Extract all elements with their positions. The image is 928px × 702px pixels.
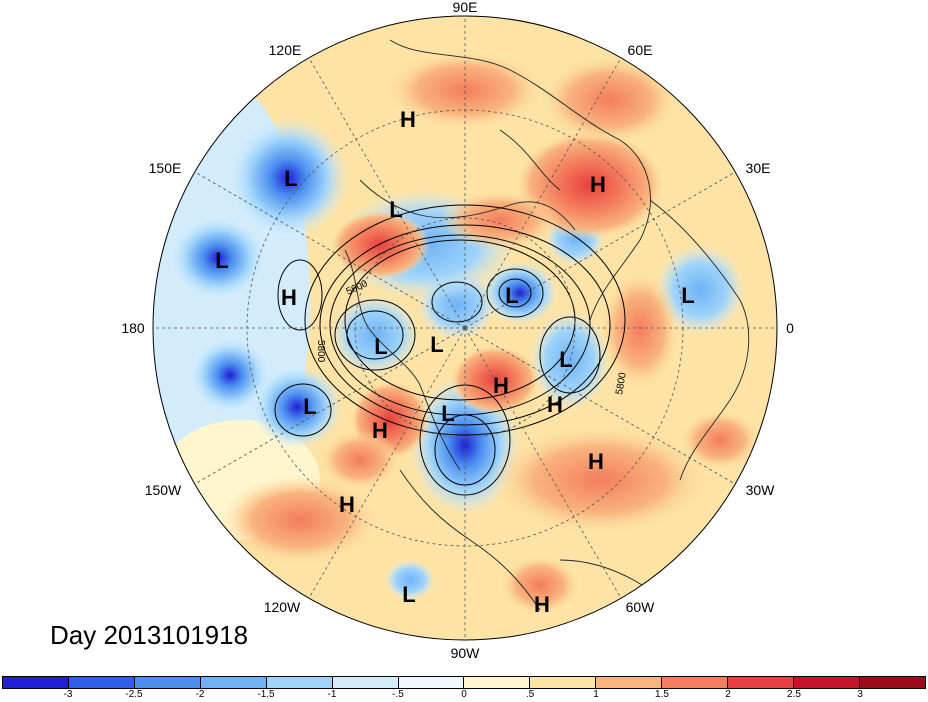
pressure-center-marker: H: [339, 492, 355, 517]
lon-label-60e: 60E: [628, 42, 653, 58]
contour-label: 5800: [614, 371, 629, 395]
colorbar-tick-label: -3: [63, 689, 73, 700]
polar-stereographic-map: 90E 60E 30E 0 30W 60W 90W 120W 150W 180 …: [121, 0, 794, 661]
meridian-line: [308, 57, 466, 329]
lon-label-120w: 120W: [264, 599, 301, 615]
pressure-center-marker: H: [534, 592, 550, 617]
pressure-center-marker: H: [281, 285, 297, 310]
longitude-labels: 90E 60E 30E 0 30W 60W 90W 120W 150W 180 …: [121, 0, 794, 661]
colorbar-tick-label: 1.5: [655, 689, 669, 700]
colorbar-segment: [200, 677, 267, 688]
pressure-center-marker: L: [303, 394, 316, 419]
map-boundary: [152, 15, 778, 641]
colorbar-tick-label: -.5: [392, 689, 404, 700]
pressure-center-marker: H: [590, 172, 606, 197]
colorbar-tick-label: -2.5: [125, 689, 143, 700]
lon-label-0: 0: [786, 320, 794, 336]
colorbar-tick-label: 1: [593, 689, 599, 700]
pressure-center-marker: L: [505, 283, 518, 308]
meridian-line: [308, 327, 466, 599]
colorbar-tick-label: 2: [725, 689, 731, 700]
lon-label-30w: 30W: [746, 482, 776, 498]
meridian-line: [464, 327, 736, 485]
pressure-center-marker: L: [430, 332, 443, 357]
pressure-center-marker: L: [215, 248, 228, 273]
meridian-line: [194, 171, 466, 329]
colorbar: [2, 676, 926, 689]
pressure-center-marker: L: [374, 334, 387, 359]
colorbar-tick-label: 3: [857, 689, 863, 700]
pressure-center-marker: L: [681, 283, 694, 308]
colorbar-segment: [596, 677, 663, 688]
colorbar-segment: [530, 677, 597, 688]
anomaly-field: [153, 16, 777, 640]
colorbar-segment: [794, 677, 860, 688]
colorbar-segment: [859, 677, 925, 688]
colorbar-tick-label: -1.5: [257, 689, 275, 700]
colorbar-segment: [134, 677, 201, 688]
colorbar-tick-label: 0: [461, 689, 467, 700]
pressure-center-marker: L: [389, 197, 402, 222]
colorbar-segment: [266, 677, 333, 688]
colorbar-tick-label: .5: [525, 689, 535, 700]
colorbar-segment: [3, 677, 69, 688]
pressure-center-marker: H: [547, 392, 563, 417]
colorbar-segment: [68, 677, 135, 688]
colorbar-tick-label: -2: [195, 689, 205, 700]
pressure-center-marker: L: [441, 401, 454, 426]
pressure-center-marker: H: [493, 373, 509, 398]
meridian-line: [194, 327, 466, 485]
colorbar-segment: [464, 677, 531, 688]
date-title: Day 2013101918: [50, 620, 249, 650]
pressure-center-marker: H: [588, 449, 604, 474]
colorbar-segment: [728, 677, 795, 688]
pressure-center-marker: L: [284, 166, 297, 191]
pressure-center-marker: H: [372, 418, 388, 443]
pressure-center-marker: L: [559, 347, 572, 372]
colorbar-tick-label: 2.5: [787, 689, 801, 700]
pressure-center-marker: L: [402, 582, 415, 607]
meridian-line: [464, 171, 736, 329]
contour-label: 5800: [315, 340, 326, 363]
colorbar-segment: [332, 677, 399, 688]
lon-label-150w: 150W: [145, 482, 182, 498]
lon-label-60w: 60W: [626, 599, 656, 615]
meridian-line: [464, 57, 622, 329]
coastlines: [344, 39, 750, 611]
colorbar-segment: [398, 677, 465, 688]
lon-label-30e: 30E: [746, 160, 771, 176]
colorbar-tick-label: -1: [327, 689, 337, 700]
meridian-line: [464, 327, 622, 599]
colorbar-segment: [662, 677, 729, 688]
pressure-centers: H L H L H L L L L L H L H H L H H L H L: [215, 107, 694, 617]
colorbar-labels: -3 -2.5 -2 -1.5 -1 -.5 0 .5 1 1.5 2 2.5 3: [2, 689, 926, 702]
lon-label-150e: 150E: [149, 160, 182, 176]
pressure-center-marker: H: [400, 107, 416, 132]
lon-label-180: 180: [121, 320, 145, 336]
graticule: [153, 16, 777, 640]
lon-label-90e: 90E: [453, 0, 478, 15]
lon-label-90w: 90W: [451, 645, 481, 661]
lon-label-120e: 120E: [269, 42, 302, 58]
